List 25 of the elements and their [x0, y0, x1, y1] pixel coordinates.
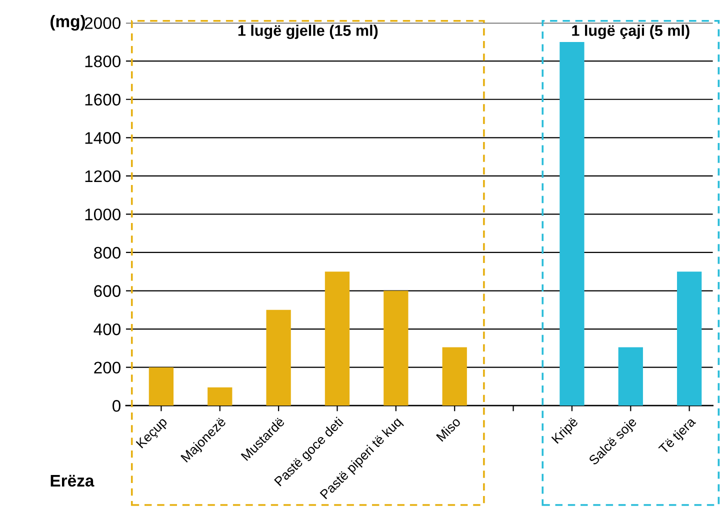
y-tick-label: 400: [94, 323, 120, 336]
bar: [384, 290, 408, 406]
bar: [560, 42, 584, 406]
y-tick-label: 1200: [85, 170, 120, 182]
y-tick-label: 800: [94, 246, 120, 259]
y-tick-label: 2000: [84, 17, 120, 30]
y-tick-label: 1600: [85, 94, 120, 106]
y-axis-title: (mg): [50, 15, 85, 31]
y-tick-label: 600: [94, 285, 120, 297]
bar: [148, 367, 174, 406]
x-tick-label: Të tjera: [658, 416, 698, 456]
bar: [618, 347, 643, 406]
bar: [677, 272, 702, 406]
bar: [208, 387, 232, 406]
bar: [266, 310, 291, 406]
y-tick-label: 0: [112, 400, 120, 412]
y-tick-label: 1000: [85, 208, 120, 220]
x-axis-title: Erëza: [50, 474, 94, 487]
annotation: 1 lugë çaji (5 ml): [572, 24, 690, 40]
bar: [324, 272, 350, 406]
y-tick-label: 1400: [85, 132, 120, 144]
bar: [442, 347, 467, 406]
y-tick-label: 200: [94, 362, 120, 374]
annotation: 1 lugë gjelle (15 ml): [238, 24, 378, 40]
y-tick-label: 1800: [85, 55, 120, 68]
